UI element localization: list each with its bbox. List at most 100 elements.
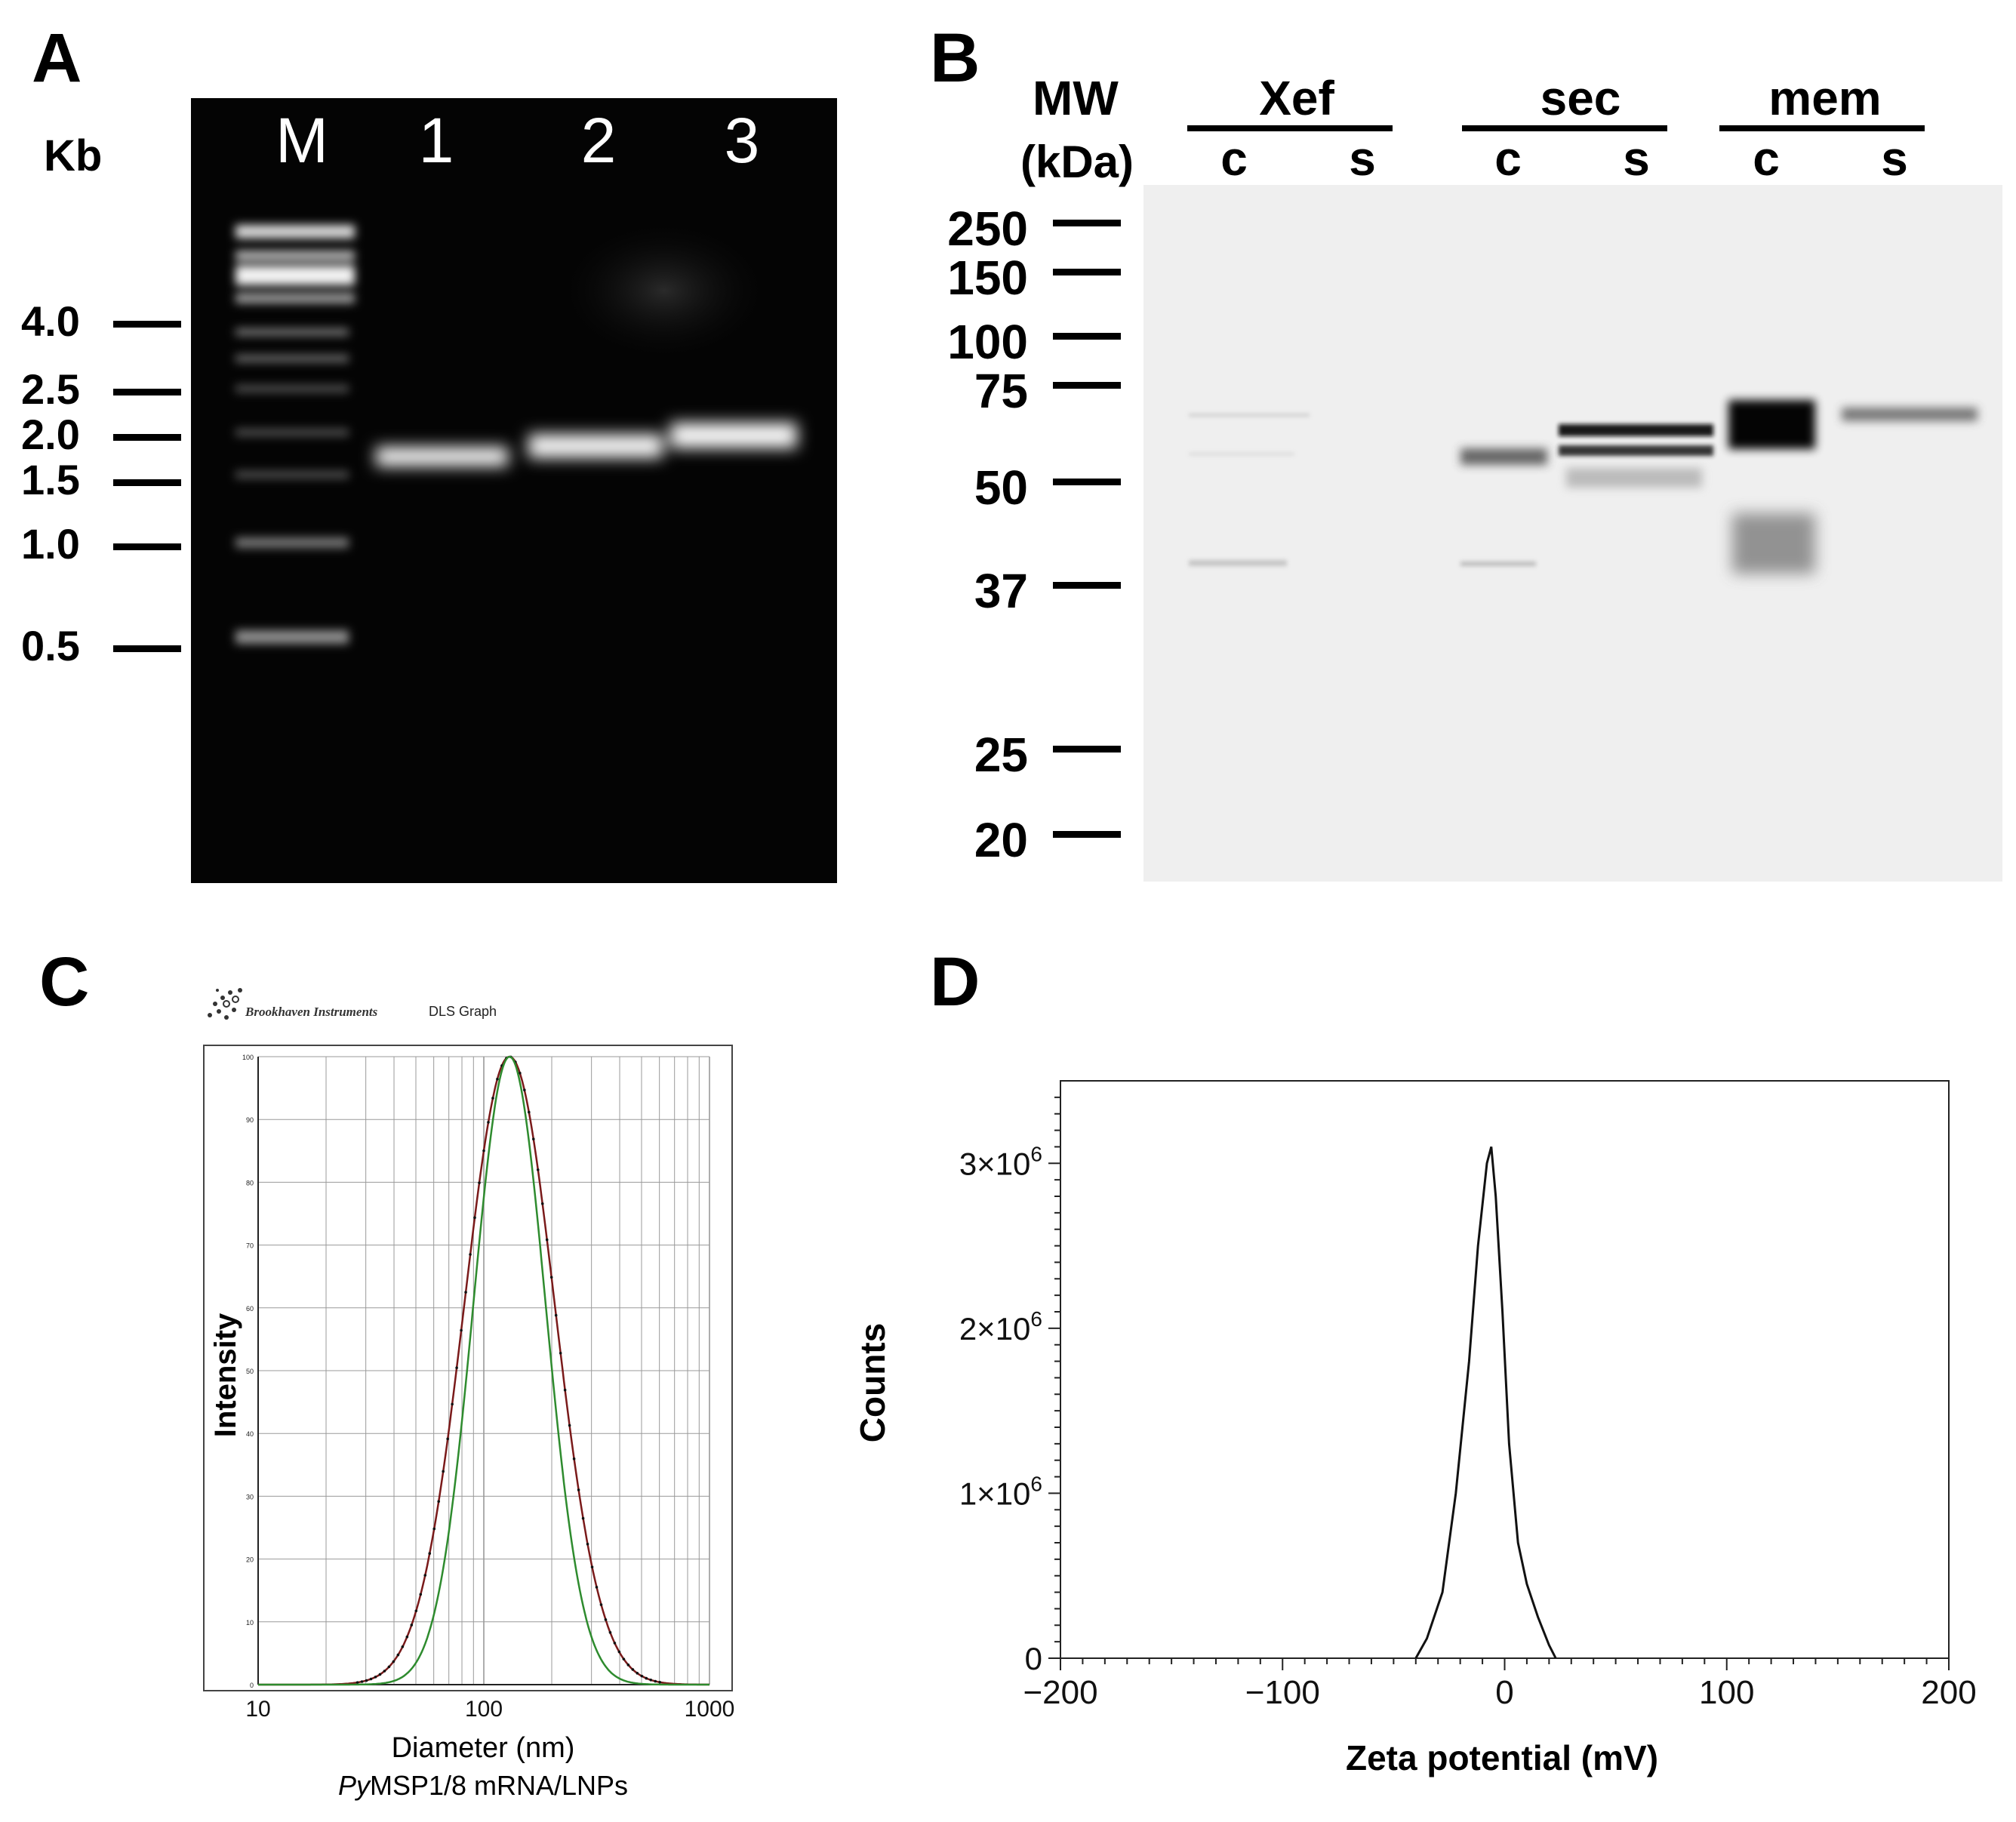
dls-data-point	[414, 1609, 418, 1613]
y-tick-label: 70	[246, 1242, 254, 1250]
dls-data-point	[442, 1470, 445, 1473]
zeta-chart: −200 −100 0 100 200 0 1×106 2×106 3×106	[959, 1080, 1977, 1711]
dls-data-point	[451, 1402, 454, 1406]
x-tick-label: −200	[1023, 1674, 1097, 1711]
dls-data-point	[478, 1181, 481, 1184]
dls-data-point	[568, 1423, 571, 1427]
dls-data-point	[559, 1351, 562, 1355]
dls-data-point	[469, 1253, 472, 1256]
blot-band	[1559, 445, 1713, 456]
y-tick-label: 80	[246, 1179, 254, 1186]
blot-lane-label: c	[1494, 131, 1522, 186]
dls-data-point	[519, 1071, 522, 1075]
blot-band	[1732, 513, 1815, 574]
dls-data-point	[631, 1668, 635, 1671]
panel-c-letter: C	[39, 943, 89, 1020]
blot-band	[1559, 424, 1713, 436]
blot-band	[1842, 408, 1978, 421]
panel-b: B MW (kDa) Xef sec mem c s c s c s	[930, 20, 2002, 882]
dls-data-point	[473, 1216, 476, 1220]
blot-band	[1728, 400, 1815, 449]
x-tick-label: 10	[245, 1697, 270, 1722]
dls-data-point	[487, 1121, 490, 1124]
logo-text: Brookhaven Instruments	[245, 1005, 378, 1019]
mw-label: MW	[1033, 71, 1119, 125]
dls-data-point	[464, 1291, 467, 1294]
y-tick-label: 3×106	[959, 1142, 1042, 1181]
blot-lane-label: c	[1220, 131, 1248, 186]
dls-data-point	[446, 1437, 449, 1441]
size-marker-label: 1.0	[21, 520, 80, 568]
panel-a-letter: A	[32, 20, 82, 97]
y-tick-label: 100	[242, 1054, 254, 1061]
dls-data-point	[540, 1202, 544, 1205]
mw-marker-label: 37	[974, 564, 1028, 618]
x-tick-label: 200	[1921, 1674, 1976, 1711]
dls-data-point	[460, 1328, 463, 1332]
dls-frame	[203, 1045, 733, 1691]
mw-marker-label: 150	[947, 251, 1028, 305]
y-tick-label: 0	[250, 1682, 254, 1689]
blot-lane-label: c	[1753, 131, 1780, 186]
zeta-xlabel: Zeta potential (mV)	[1346, 1738, 1658, 1777]
mw-marker-tick	[1053, 382, 1121, 389]
mw-marker-label: 25	[974, 728, 1028, 782]
panel-c: C Brookhaven Instruments DLS Graph 0 10 20…	[39, 943, 734, 1801]
mw-marker-tick	[1053, 333, 1121, 340]
blot-lane-label: s	[1881, 131, 1908, 186]
size-marker-label: 1.5	[21, 456, 80, 503]
size-marker-tick	[113, 645, 181, 652]
mw-marker-label: 75	[974, 364, 1028, 418]
dls-data-point	[563, 1388, 567, 1392]
mw-marker-label: 250	[947, 202, 1028, 256]
y-tick-label: 40	[246, 1430, 254, 1438]
dls-data-point	[387, 1665, 391, 1669]
gel-haze	[551, 215, 777, 366]
size-marker-tick	[113, 479, 181, 486]
dls-data-point	[658, 1680, 662, 1684]
dls-xlabel: Diameter (nm)	[392, 1732, 575, 1764]
dls-data-point	[482, 1149, 485, 1153]
dls-data-point	[577, 1488, 580, 1491]
blot-band	[1460, 562, 1536, 566]
blot-group-bar	[1462, 125, 1667, 131]
zeta-ylabel: Counts	[853, 1323, 892, 1442]
y-tick-label: 30	[246, 1493, 254, 1500]
dls-data-point	[455, 1366, 458, 1370]
dls-data-point	[432, 1527, 436, 1531]
x-tick-label: 0	[1495, 1674, 1513, 1711]
panel-a: A Kb M 1 2 3 4.0	[21, 20, 837, 883]
dls-data-point	[581, 1516, 585, 1520]
gel-sample-bands	[376, 423, 797, 466]
western-blot-image	[1143, 185, 2002, 882]
size-markers: 4.0 2.5 2.0 1.5 1.0 0.5	[21, 297, 181, 669]
dls-data-point	[491, 1097, 494, 1100]
dls-series-line	[258, 1055, 709, 1686]
blot-band	[1460, 448, 1547, 465]
size-marker-tick	[113, 389, 181, 395]
dna-ladder	[235, 225, 355, 644]
dls-data-point	[419, 1593, 423, 1596]
blot-group-bar	[1187, 125, 1393, 131]
dls-data-point	[392, 1660, 396, 1663]
dls-data-point	[649, 1679, 653, 1682]
size-marker-tick	[113, 543, 181, 550]
dls-data-point	[590, 1565, 594, 1568]
mw-marker-tick	[1053, 746, 1121, 752]
x-tick-label: 1000	[685, 1697, 735, 1722]
dls-data-point	[613, 1642, 617, 1645]
dls-data-point	[554, 1313, 558, 1317]
dls-caption-italic: Py	[338, 1770, 371, 1801]
y-tick-label: 60	[246, 1305, 254, 1313]
dls-data-point	[636, 1672, 639, 1675]
blot-band	[1189, 414, 1310, 417]
panel-d-letter: D	[930, 943, 980, 1020]
dls-data-point	[423, 1574, 427, 1577]
gel-lane-label: 3	[725, 105, 760, 176]
blot-group-label: sec	[1540, 71, 1621, 125]
gel-lane-label: 2	[581, 105, 617, 176]
zeta-series-line	[1414, 1146, 1557, 1659]
size-marker-label: 0.5	[21, 622, 80, 669]
blot-band	[1189, 560, 1287, 566]
dls-data-point	[572, 1457, 576, 1460]
